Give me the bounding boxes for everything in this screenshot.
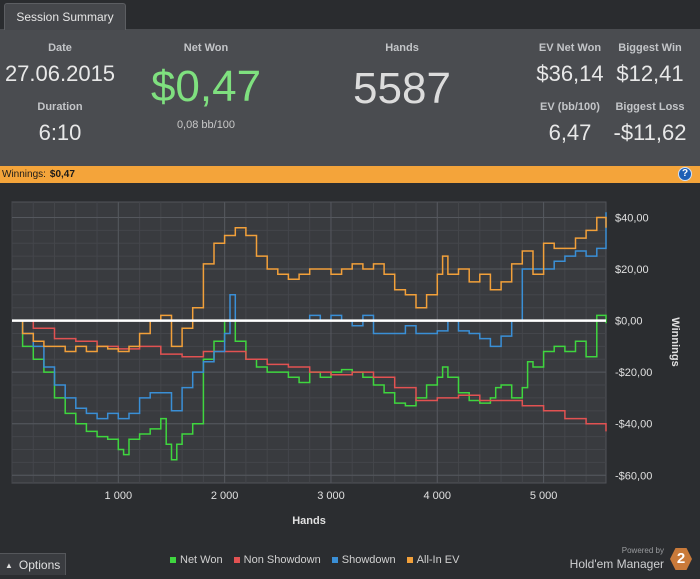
legend-item-net-won[interactable]: Net Won	[170, 554, 223, 566]
options-label: Options	[18, 558, 61, 572]
legend-label: Showdown	[341, 554, 396, 566]
tab-session-summary[interactable]: Session Summary	[4, 3, 126, 30]
y-tick-label: -$60,00	[615, 470, 652, 482]
x-tick-label: 2 000	[211, 490, 239, 502]
series-line-non-showdown	[12, 319, 607, 432]
session-summary-panel: Date 27.06.2015 Duration 6:10 Net Won $0…	[0, 30, 700, 166]
y-tick-label: $40,00	[615, 212, 649, 224]
duration-label: Duration	[37, 101, 83, 113]
hands-label: Hands	[385, 42, 419, 54]
x-tick-label: 1 000	[105, 490, 133, 502]
ev-net-won-value: $36,14	[536, 61, 604, 86]
legend-swatch	[406, 557, 413, 564]
series-line-showdown	[12, 212, 607, 420]
legend-swatch	[233, 557, 240, 564]
plot-area	[11, 201, 607, 484]
ev-net-won-label: EV Net Won	[538, 42, 602, 54]
brand-name: Hold'em Manager	[569, 557, 664, 571]
y-axis-label: Winnings	[669, 317, 681, 366]
legend-label: Non Showdown	[243, 554, 321, 566]
bb-per-100-value: 0,08 bb/100	[176, 119, 236, 131]
legend-label: Net Won	[180, 554, 223, 566]
biggest-loss-label: Biggest Loss	[615, 101, 685, 113]
ev-bb-label: EV (bb/100)	[540, 101, 600, 113]
y-tick-labels: $40,00 $20,00 $0,00 -$20,00 -$40,00 -$60,00	[615, 212, 652, 482]
options-button[interactable]: ▲ Options	[0, 553, 66, 575]
winnings-bar: Winnings: $0,47 ?	[0, 166, 700, 183]
series-layer	[12, 212, 607, 461]
x-tick-labels: 1 000 2 000 3 000 4 000 5 000	[105, 490, 558, 502]
biggest-loss-value: -$11,62	[613, 120, 687, 145]
legend-swatch	[331, 557, 338, 564]
y-tick-label: $0,00	[615, 316, 643, 328]
y-tick-label: -$40,00	[615, 419, 652, 431]
caret-up-icon: ▲	[5, 560, 13, 570]
y-tick-label: $20,00	[615, 264, 649, 276]
biggest-win-label: Biggest Win	[618, 42, 682, 54]
legend-label: All-In EV	[416, 554, 460, 566]
x-tick-label: 3 000	[317, 490, 345, 502]
duration-value: 6:10	[38, 120, 82, 145]
winnings-text: Winnings: $0,47	[2, 166, 75, 183]
ev-bb-value: 6,47	[548, 120, 592, 145]
legend-item-all-in-ev[interactable]: All-In EV	[406, 554, 460, 566]
x-tick-label: 4 000	[424, 490, 452, 502]
tab-bar: Session Summary	[0, 0, 700, 30]
x-axis-label: Hands	[292, 515, 326, 527]
y-tick-label: -$20,00	[615, 367, 652, 379]
date-label: Date	[48, 42, 72, 54]
series-line-all-in-ev	[12, 216, 607, 353]
hands-value: 5587	[353, 64, 451, 113]
legend-swatch	[170, 557, 176, 564]
hm-logo-icon: 2	[670, 548, 692, 570]
biggest-win-value: $12,41	[616, 61, 684, 86]
date-value: 27.06.2015	[4, 61, 116, 86]
net-won-label: Net Won	[183, 42, 229, 54]
chart-legend: Net Won Non Showdown Showdown All-In EV	[170, 554, 467, 566]
powered-by-text: Powered by	[621, 546, 664, 555]
legend-item-showdown[interactable]: Showdown	[331, 554, 396, 566]
winnings-chart: 1 000 2 000 3 000 4 000 5 000 $40,00 $20,00 $0…	[0, 183, 700, 553]
help-icon[interactable]: ?	[678, 167, 692, 181]
legend-item-non-showdown[interactable]: Non Showdown	[233, 554, 321, 566]
winnings-value: $0,47	[49, 169, 75, 180]
brand: Powered by Hold'em Manager 2	[542, 546, 692, 576]
x-tick-label: 5 000	[530, 490, 558, 502]
winnings-label: Winnings:	[2, 169, 46, 180]
net-won-value: $0,47	[150, 62, 262, 111]
